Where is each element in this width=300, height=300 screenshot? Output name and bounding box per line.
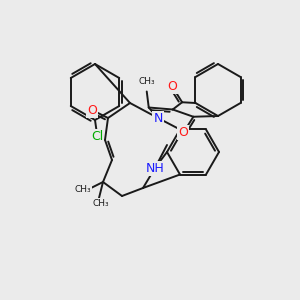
Text: CH₃: CH₃ [93, 199, 109, 208]
Text: O: O [178, 126, 188, 139]
Text: CH₃: CH₃ [75, 185, 91, 194]
Text: O: O [167, 80, 177, 93]
Text: N: N [153, 112, 163, 124]
Text: CH₃: CH₃ [138, 77, 155, 86]
Text: Cl: Cl [91, 130, 103, 142]
Text: O: O [87, 103, 97, 116]
Text: NH: NH [146, 161, 164, 175]
